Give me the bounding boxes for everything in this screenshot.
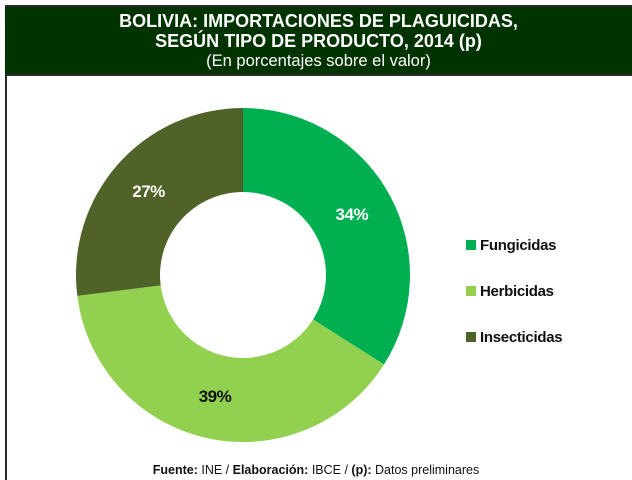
chart-subtitle: (En porcentajes sobre el valor) [206, 52, 431, 70]
legend-item-insecticidas: Insecticidas [466, 314, 563, 360]
elaboracion-label: Elaboración: [232, 463, 309, 477]
legend-item-fungicidas: Fungicidas [466, 222, 562, 268]
chart-header: BOLIVIA: IMPORTACIONES DE PLAGUICIDAS, S… [5, 5, 632, 76]
preliminary-label: (p): [351, 463, 372, 477]
elaboracion-value: IBCE / [308, 463, 352, 477]
legend-label: Fungicidas [480, 236, 557, 254]
frame-border-left [5, 5, 7, 480]
chart-title-line2: SEGÚN TIPO DE PRODUCTO, 2014 (p) [155, 31, 482, 51]
preliminary-value: Datos preliminares [371, 463, 480, 477]
fuente-label: Fuente: [152, 463, 198, 477]
legend-label: Insecticidas [480, 328, 563, 346]
donut-slices [75, 108, 411, 443]
data-label-fungicidas: 34% [335, 204, 369, 224]
data-label-insecticidas: 27% [132, 182, 165, 202]
chart-title-line1: BOLIVIA: IMPORTACIONES DE PLAGUICIDAS, [119, 11, 518, 31]
data-label-herbicidas: 39% [198, 386, 232, 406]
legend-swatch [466, 240, 476, 250]
legend-label: Herbicidas [480, 282, 554, 300]
source-footer: Fuente: INE / Elaboración: IBCE / (p): D… [0, 463, 632, 477]
legend-swatch [466, 332, 476, 342]
donut-slice-insecticidas [75, 108, 243, 296]
fuente-value: INE / [197, 463, 233, 477]
legend-item-herbicidas: Herbicidas [466, 268, 562, 314]
donut-slice-herbicidas [77, 285, 385, 443]
legend: Fungicidas Herbicidas Insecticidas [466, 222, 563, 360]
legend-swatch [466, 286, 476, 296]
donut-slice-fungicidas [243, 108, 411, 365]
